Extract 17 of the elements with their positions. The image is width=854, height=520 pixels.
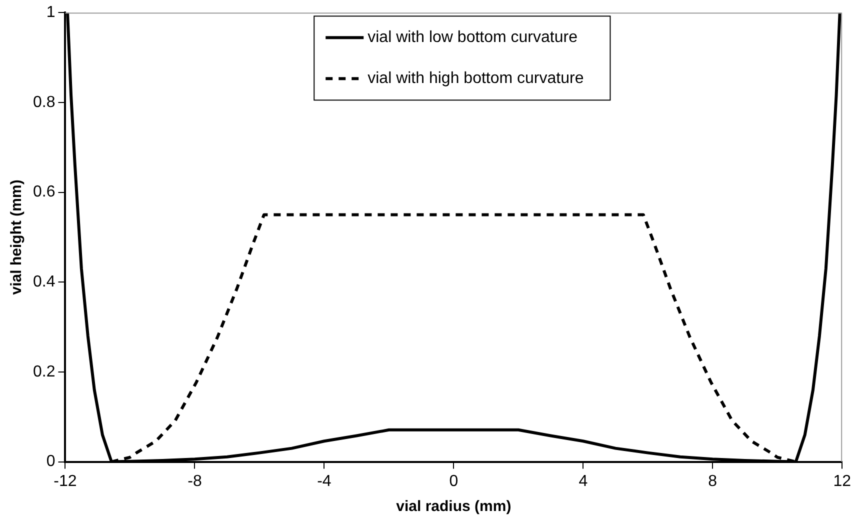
- y-tick-label: 0.4: [32, 274, 56, 291]
- y-tick-label: 0.6: [32, 184, 56, 201]
- x-tick-label: 8: [708, 472, 718, 490]
- x-tick-label: -4: [317, 472, 332, 490]
- y-tick-label: 0.8: [32, 94, 56, 111]
- y-tick-label: 0: [46, 453, 56, 470]
- legend-label: vial with high bottom curvature: [368, 70, 584, 88]
- x-tick-label: 12: [833, 472, 852, 490]
- y-tick-label: 0.2: [32, 363, 56, 380]
- x-tick-label: 0: [449, 472, 458, 490]
- legend-label: vial with low bottom curvature: [368, 29, 578, 46]
- x-tick-label: 4: [578, 472, 588, 490]
- y-axis-title: vial height (mm): [8, 180, 26, 295]
- y-tick-label: 1: [46, 4, 56, 22]
- x-axis-title: vial radius (mm): [396, 498, 512, 516]
- x-tick-label: -12: [54, 472, 77, 490]
- x-tick-label: -8: [188, 472, 202, 490]
